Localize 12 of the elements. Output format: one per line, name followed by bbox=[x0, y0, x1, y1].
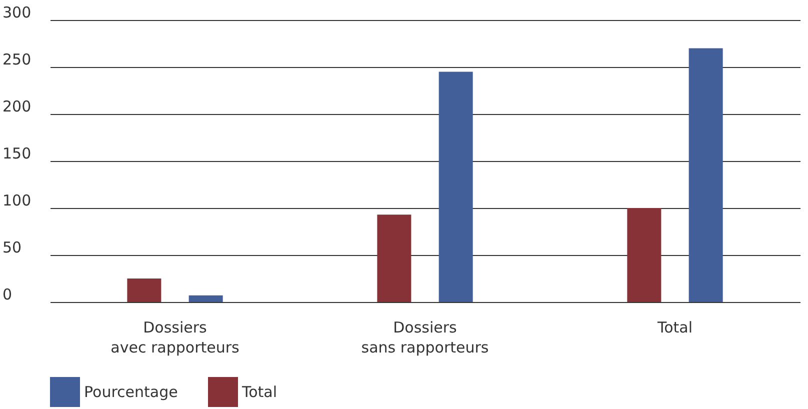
y-tick-label: 100 bbox=[2, 192, 32, 210]
legend-label: Pourcentage bbox=[84, 383, 178, 401]
y-tick-label: 300 bbox=[2, 4, 32, 22]
y-tick-label: 250 bbox=[2, 50, 32, 68]
x-tick-label: Total bbox=[656, 318, 693, 336]
legend-label: Total bbox=[241, 383, 278, 401]
y-tick-label: 200 bbox=[2, 98, 32, 116]
y-tick-label: 150 bbox=[2, 144, 32, 162]
y-tick-label: 0 bbox=[2, 286, 12, 304]
x-tick-label: Dossiers sans rapporteurs bbox=[361, 318, 489, 356]
y-tick-label: 50 bbox=[2, 238, 22, 256]
x-tick-label: Dossiers avec rapporteurs bbox=[110, 318, 240, 356]
